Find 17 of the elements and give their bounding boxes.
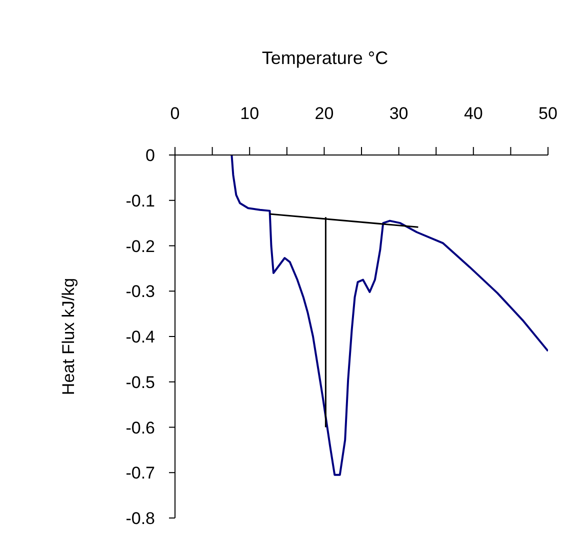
y-tick-label: -0.1 [126,191,155,210]
y-tick-label: -0.6 [126,418,155,438]
x-axis-title: Temperature °C [260,48,390,69]
y-tick-label: -0.4 [126,328,155,347]
x-tick-label: 20 [314,104,334,123]
y-tick-label: -0.5 [126,372,155,392]
x-tick-label: 0 [170,104,180,123]
y-tick-label: 0 [146,146,155,166]
y-tick-label: -0.3 [126,282,155,302]
y-tick-label: -0.8 [126,509,155,528]
x-tick-label: 10 [240,104,260,123]
y-tick-label: -0.7 [126,464,155,483]
y-axis-title: Heat Flux kJ/kg [59,278,78,396]
x-tick-label: 30 [389,104,408,123]
x-tick-label: 50 [538,104,558,123]
x-tick-label: 40 [464,104,483,123]
y-tick-label: -0.2 [126,236,155,256]
